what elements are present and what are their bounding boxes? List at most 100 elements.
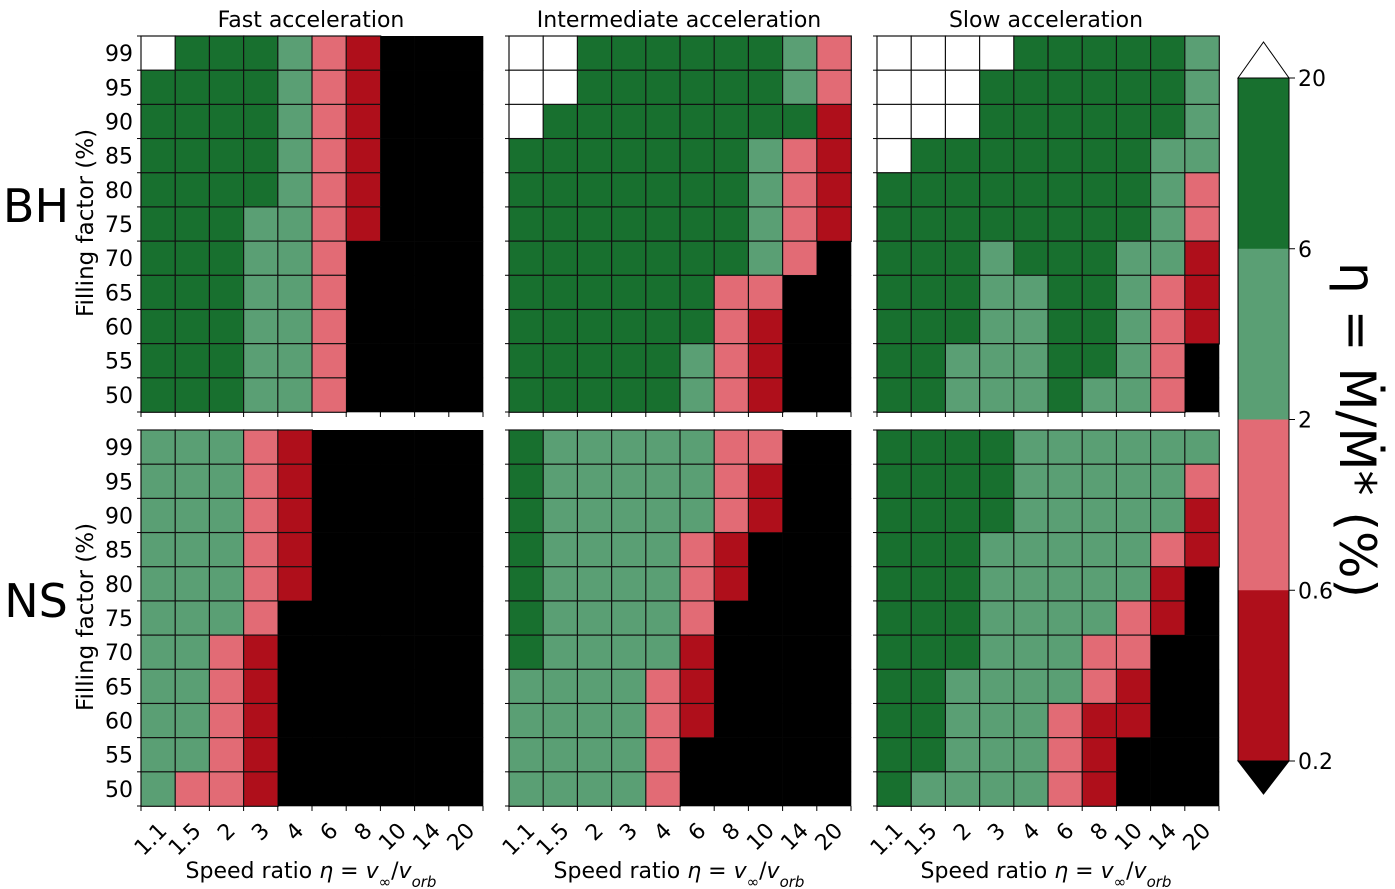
x-tick-label: 3 — [983, 819, 1011, 847]
heatmap-cell — [782, 669, 818, 704]
heatmap-cell — [1149, 600, 1186, 636]
heatmap-cell — [910, 69, 947, 106]
x-axis-label-slow: Speed ratio η = v∞/vorb — [921, 859, 1172, 889]
heatmap-cell — [1047, 429, 1084, 466]
heatmap-cell — [1184, 35, 1220, 72]
heatmap-cell — [576, 429, 613, 466]
heatmap-cell — [1047, 35, 1084, 72]
heatmap-cell — [1081, 240, 1118, 277]
heatmap-cell — [876, 634, 913, 671]
y-tick-label: 85 — [105, 539, 133, 564]
heatmap-cell — [1047, 531, 1084, 568]
heatmap-cell — [782, 566, 818, 602]
heatmap-cell — [679, 463, 716, 500]
heatmap-cell — [1184, 771, 1220, 807]
heatmap-cell — [1184, 669, 1220, 704]
heatmap-cell — [174, 600, 211, 636]
heatmap-cell — [910, 771, 947, 807]
heatmap-cell — [747, 463, 784, 500]
heatmap-cell — [782, 309, 818, 344]
colorbar-label: η = Ṁ/Ṁ* (%) — [1328, 262, 1386, 598]
heatmap-cell — [680, 771, 715, 807]
x-tick-label: 1.1 — [498, 819, 540, 861]
heatmap-cell — [414, 343, 450, 379]
heatmap-cell — [1115, 429, 1152, 466]
heatmap-cell — [816, 35, 852, 72]
heatmap-cell — [748, 669, 783, 704]
heatmap-cell — [140, 206, 177, 242]
heatmap-cell — [576, 35, 613, 72]
heatmap-cell — [714, 771, 749, 807]
heatmap-cell — [277, 343, 313, 379]
heatmap-cell — [910, 308, 947, 345]
heatmap-cell — [312, 600, 347, 636]
heatmap-cell — [140, 35, 177, 72]
heatmap-cell — [781, 103, 818, 140]
heatmap-cell — [645, 172, 681, 208]
colorbar-tick-label: 0.2 — [1298, 750, 1333, 775]
heatmap-cell — [1149, 429, 1186, 466]
heatmap-cell — [610, 377, 647, 413]
heatmap-cell — [1047, 737, 1084, 773]
heatmap-cell — [910, 103, 947, 140]
heatmap-cell — [1149, 566, 1186, 602]
heatmap-cell — [1149, 377, 1186, 413]
heatmap-cell — [1081, 377, 1118, 413]
x-tick-label: 6 — [684, 819, 712, 847]
heatmap-cell — [679, 429, 716, 466]
heatmap-cell — [782, 771, 818, 807]
heatmap-cell — [713, 103, 750, 140]
heatmap-cell — [508, 702, 545, 739]
x-tick-label: 8 — [1086, 819, 1114, 847]
heatmap-cell — [1013, 35, 1049, 72]
heatmap-cell — [140, 172, 177, 208]
heatmap-cell — [1184, 240, 1220, 277]
heatmap-cell — [1013, 240, 1049, 277]
heatmap-cell — [1047, 497, 1084, 534]
heatmap-cell — [876, 274, 913, 311]
heatmap-cell — [782, 635, 818, 670]
heatmap-cell — [1013, 634, 1049, 671]
heatmap-cell — [174, 172, 211, 208]
heatmap-cell — [448, 737, 484, 773]
heatmap-cell — [1013, 566, 1049, 602]
heatmap-cell — [576, 274, 613, 311]
heatmap-cell — [1184, 69, 1220, 106]
heatmap-cell — [944, 35, 981, 72]
heatmap-cell — [140, 69, 177, 106]
heatmap-cell — [576, 634, 613, 671]
heatmap-cell — [876, 771, 913, 807]
heatmap-cell — [978, 531, 1015, 568]
heatmap-cell — [346, 771, 381, 807]
heatmap-cell — [448, 464, 484, 499]
heatmap-cell — [1149, 274, 1186, 311]
heatmap-cell — [346, 669, 381, 704]
heatmap-cell — [243, 206, 279, 242]
heatmap-cell — [277, 429, 313, 466]
heatmap-cell — [1081, 343, 1118, 379]
heatmap-cell — [1149, 206, 1186, 242]
heatmap-cell — [174, 531, 211, 568]
heatmap-cell — [816, 532, 852, 568]
heatmap-cell — [243, 429, 279, 466]
colorbar-tick-label: 6 — [1298, 238, 1312, 263]
x-tick-label: 1.1 — [130, 819, 172, 861]
heatmap-cell — [312, 498, 347, 533]
heatmap-cell — [312, 566, 347, 602]
heatmap-cell — [414, 498, 450, 533]
y-tick-label: 75 — [105, 607, 133, 632]
heatmap-cell — [816, 430, 852, 465]
heatmap-cell — [448, 498, 484, 533]
heatmap-cell — [277, 600, 313, 636]
heatmap-cell — [978, 429, 1015, 466]
heatmap-cell — [1115, 668, 1152, 705]
heatmap-cell — [208, 429, 245, 466]
heatmap-cell — [876, 600, 913, 636]
heatmap-cell — [679, 240, 716, 277]
heatmap-cell — [645, 429, 681, 466]
x-tick-label: 1.5 — [164, 819, 206, 861]
heatmap-cell — [747, 343, 784, 379]
heatmap-cell — [243, 737, 279, 773]
heatmap-cell — [1150, 635, 1186, 670]
